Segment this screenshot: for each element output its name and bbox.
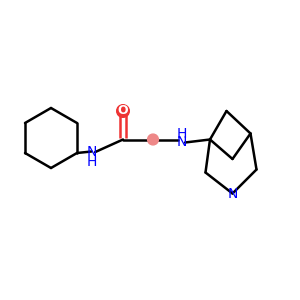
Text: N: N — [227, 187, 238, 200]
Circle shape — [148, 134, 158, 145]
Text: H: H — [86, 155, 97, 169]
Text: N: N — [176, 136, 187, 149]
Circle shape — [117, 105, 129, 117]
Text: O: O — [118, 104, 128, 118]
Text: N: N — [86, 145, 97, 159]
Text: H: H — [176, 127, 187, 141]
